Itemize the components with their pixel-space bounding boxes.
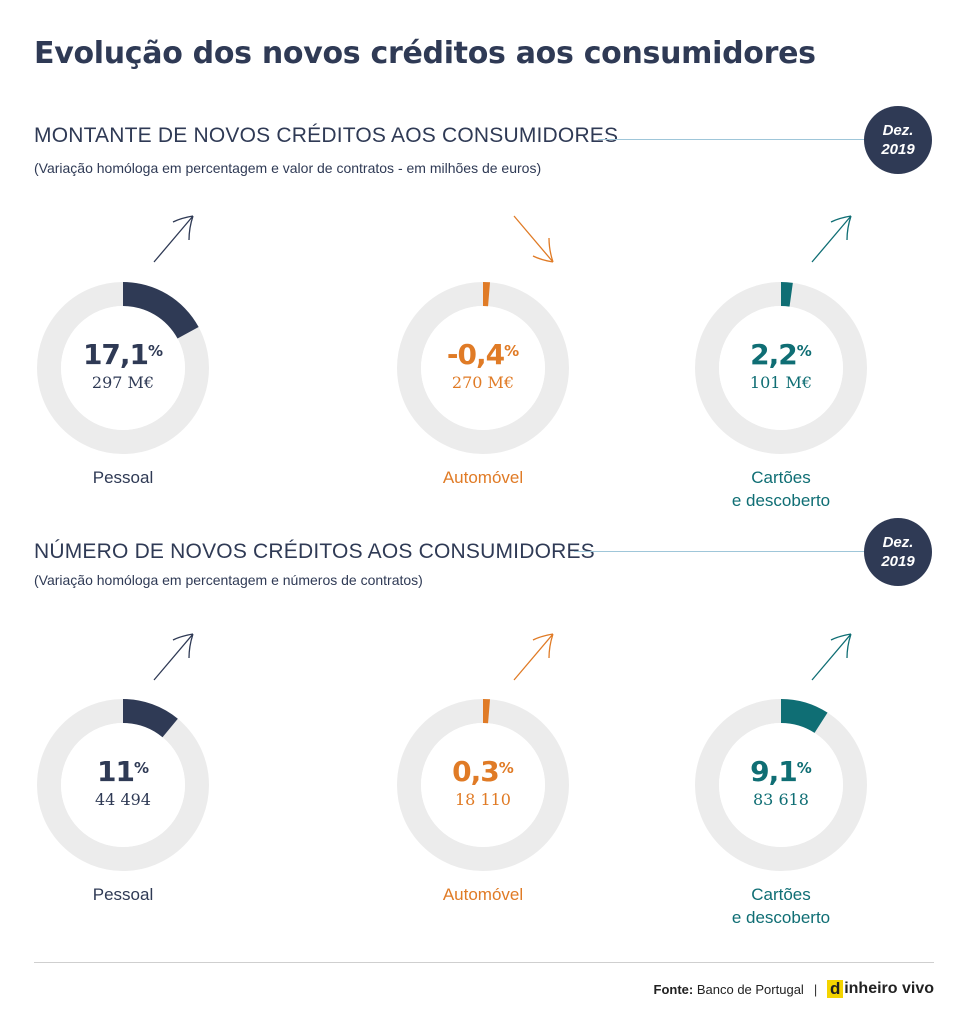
contract-value: 18 110: [455, 790, 511, 809]
percent-value: -0,4: [446, 338, 505, 371]
arrow-up-icon: [153, 633, 194, 681]
category-label-line: e descoberto: [731, 491, 831, 510]
percent-value: 9,1: [750, 755, 798, 788]
percent-change: -0,4%: [403, 338, 563, 372]
dinheiro-vivo-logo: d inheiro vivo: [827, 980, 934, 998]
donut-1-2: [397, 282, 569, 454]
arrow-up-icon: [811, 633, 852, 681]
contract-value: 101 M€: [749, 373, 813, 392]
category-label: Pessoal: [23, 466, 223, 489]
arrow-down-icon: [513, 215, 554, 263]
donut-hole: [421, 723, 545, 847]
donut-center: 9,1% 83 618: [701, 755, 861, 811]
donut-2-3: [695, 699, 867, 871]
donut-center: 2,2% 101 M€: [701, 338, 861, 394]
category-label: Automóvel: [383, 883, 583, 906]
footer-separator: |: [813, 981, 818, 997]
section-1-rule: [598, 139, 868, 140]
category-label: Automóvel: [383, 466, 583, 489]
donut-segment: [781, 699, 828, 733]
percent-value: 2,2: [750, 338, 798, 371]
section-1-date-badge-year: 2019: [881, 141, 915, 158]
section-2-date-badge-year: 2019: [881, 553, 915, 570]
donut-segment: [483, 699, 491, 724]
category-label-line: Pessoal: [92, 885, 154, 904]
donut-2-1: [37, 699, 209, 871]
arrow-up-icon: [811, 215, 852, 263]
donut-hole: [719, 723, 843, 847]
contract-value: 44 494: [95, 790, 151, 809]
donut-1-1: [37, 282, 209, 454]
donut-1-3: [695, 282, 867, 454]
percent-change: 0,3%: [403, 755, 563, 789]
section-2-date-badge: Dez. 2019: [864, 518, 932, 586]
donut-center: 17,1% 297 M€: [43, 338, 203, 394]
donut-segment: [781, 282, 793, 307]
section-1-subtitle: (Variação homóloga em percentagem e valo…: [34, 160, 542, 176]
logo-mark: d: [827, 980, 844, 998]
section-1-date-badge: Dez. 2019: [864, 106, 932, 174]
contract-value: 270 M€: [451, 373, 515, 392]
donut-hole: [61, 723, 185, 847]
page-title: Evolução dos novos créditos aos consumid…: [34, 36, 816, 71]
contract-value: 297 M€: [91, 373, 155, 392]
section-2-subtitle: (Variação homóloga em percentagem e núme…: [34, 572, 423, 588]
donut-hole: [421, 306, 545, 430]
donut-segment: [123, 699, 178, 738]
source-label: Fonte:: [653, 981, 694, 997]
category-label-line: Automóvel: [442, 885, 524, 904]
logo-text: inheiro vivo: [844, 980, 934, 997]
donut-2-2: [397, 699, 569, 871]
category-label: Cartões e descoberto: [681, 883, 881, 929]
percent-change: 17,1%: [43, 338, 203, 372]
percent-sign: %: [504, 342, 520, 360]
category-label-line: Cartões: [751, 468, 811, 487]
donut-segment: [483, 282, 491, 307]
percent-sign: %: [498, 759, 514, 777]
percent-sign: %: [133, 759, 149, 777]
category-label: Cartões e descoberto: [681, 466, 881, 512]
category-label-line: Cartões: [751, 885, 811, 904]
section-2-title: NÚMERO DE NOVOS CRÉDITOS AOS CONSUMIDORE…: [34, 540, 595, 563]
contract-value: 83 618: [753, 790, 809, 809]
arrow-up-icon: [153, 215, 194, 263]
donut-hole: [719, 306, 843, 430]
footer-divider: [34, 962, 934, 963]
section-1-title: MONTANTE DE NOVOS CRÉDITOS AOS CONSUMIDO…: [34, 124, 619, 147]
category-label-line: Pessoal: [92, 468, 154, 487]
percent-change: 9,1%: [701, 755, 861, 789]
donut-center: 11% 44 494: [43, 755, 203, 811]
category-label-line: e descoberto: [731, 908, 831, 927]
section-2-rule: [574, 551, 868, 552]
category-label-line: Automóvel: [442, 468, 524, 487]
percent-value: 0,3: [452, 755, 500, 788]
donut-segment: [123, 282, 199, 339]
donut-center: -0,4% 270 M€: [403, 338, 563, 394]
percent-value: 11: [97, 755, 135, 788]
percent-value: 17,1: [82, 338, 149, 371]
percent-sign: %: [796, 759, 812, 777]
source-text: Banco de Portugal: [696, 981, 804, 997]
percent-sign: %: [148, 342, 164, 360]
percent-change: 11%: [43, 755, 203, 789]
donut-center: 0,3% 18 110: [403, 755, 563, 811]
percent-sign: %: [796, 342, 812, 360]
section-2-date-badge-month: Dez.: [882, 534, 914, 551]
category-label: Pessoal: [23, 883, 223, 906]
arrow-up-icon: [513, 633, 554, 681]
footer: Fonte: Banco de Portugal | d inheiro vivo: [653, 980, 934, 998]
donut-hole: [61, 306, 185, 430]
section-1-date-badge-month: Dez.: [882, 122, 914, 139]
percent-change: 2,2%: [701, 338, 861, 372]
